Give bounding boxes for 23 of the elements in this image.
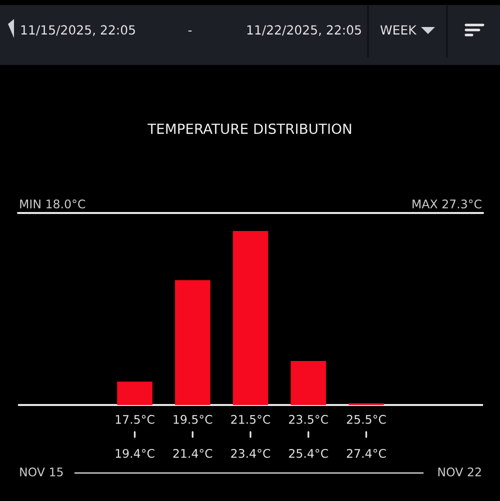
text: NOV 15 bbox=[20, 467, 63, 476]
text: MAX 27.3°C bbox=[412, 199, 482, 208]
x2-tick-label: 27.4°C bbox=[346, 448, 386, 458]
x-tick-label: 23.5°C bbox=[289, 414, 328, 424]
chart-title: TEMPERATURE DISTRIBUTION bbox=[148, 124, 352, 134]
text: - bbox=[188, 30, 192, 32]
x-tick-label: 17.5°C bbox=[116, 414, 154, 424]
bar bbox=[117, 382, 152, 405]
text: 11/22/2025, 22:05 bbox=[247, 25, 361, 36]
bar bbox=[174, 280, 210, 405]
text: NOV 22 bbox=[438, 467, 481, 476]
bar bbox=[290, 360, 326, 405]
text: 11/15/2025, 22:05 bbox=[21, 25, 135, 36]
x2-tick-label: 21.4°C bbox=[173, 448, 212, 458]
x2-tick-label: 23.4°C bbox=[231, 448, 270, 458]
text: WEEK bbox=[380, 25, 417, 34]
x-tick-label: 21.5°C bbox=[231, 414, 270, 424]
x2-tick-label: 19.4°C bbox=[116, 448, 154, 458]
x2-tick-label: 25.4°C bbox=[289, 448, 328, 458]
bar bbox=[232, 231, 268, 405]
text: MIN 18.0°C bbox=[20, 199, 86, 208]
x-tick-label: 19.5°C bbox=[174, 414, 212, 424]
x-tick-label: 25.5°C bbox=[346, 414, 386, 424]
